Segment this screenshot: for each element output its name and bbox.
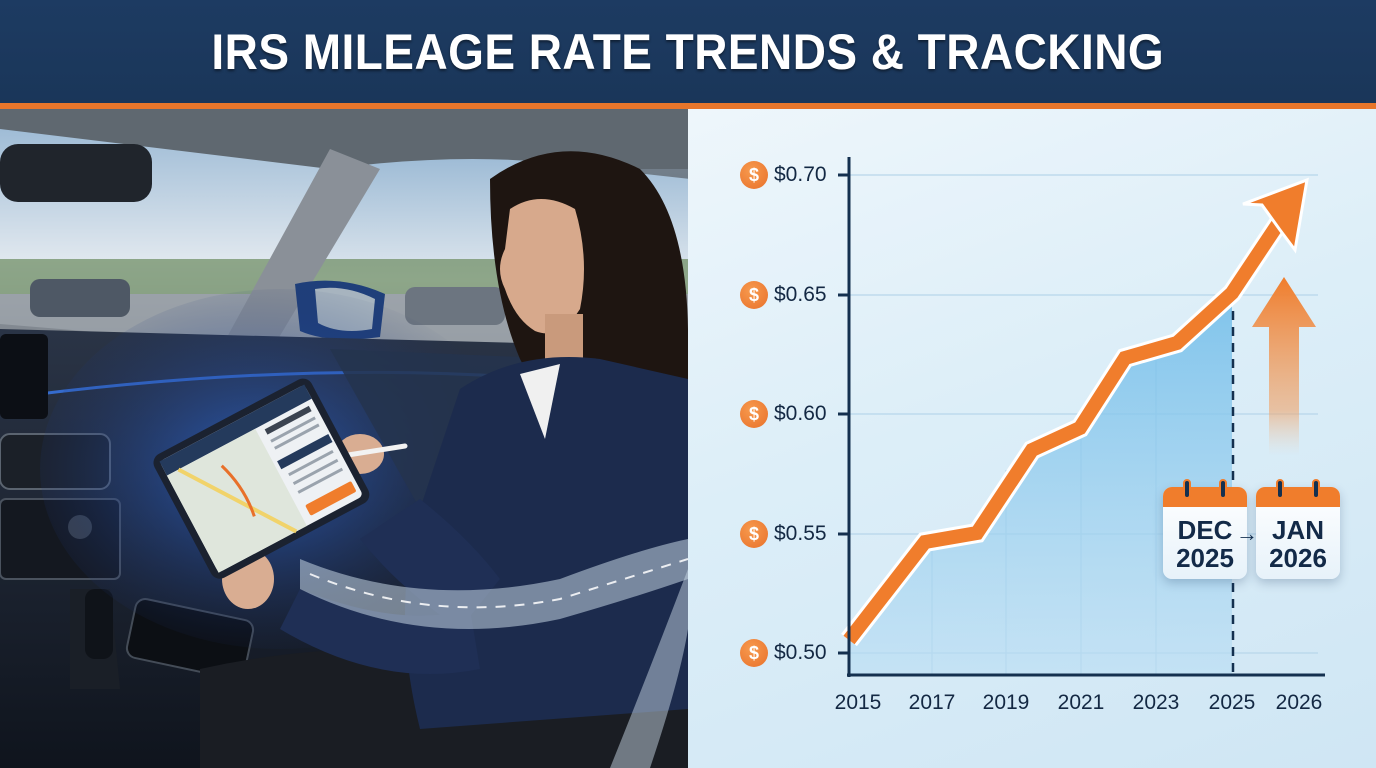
dollar-coin-icon: $ — [740, 400, 768, 428]
transition-arrow-icon: → — [1236, 521, 1258, 546]
header-banner: IRS MILEAGE RATE TRENDS & TRACKING — [0, 0, 1376, 103]
calendar-jan-2026: JAN 2026 — [1256, 479, 1340, 579]
dollar-coin-icon: $ — [740, 639, 768, 667]
page-title: IRS MILEAGE RATE TRENDS & TRACKING — [211, 23, 1165, 80]
x-label-2025: 2025 — [1208, 691, 1256, 714]
x-label-2023: 2023 — [1132, 691, 1180, 714]
calendar-header — [1163, 487, 1247, 507]
car-interior-photo — [0, 109, 688, 768]
y-label-070: $ $0.70 — [740, 161, 827, 189]
up-arrow-icon — [1252, 277, 1316, 455]
y-label-050: $ $0.50 — [740, 639, 827, 667]
y-label-055: $ $0.55 — [740, 520, 827, 548]
x-label-2021: 2021 — [1057, 691, 1105, 714]
line-chart — [838, 157, 1325, 677]
calendar-ring-icon — [1276, 479, 1284, 499]
calendar-dec-2025: DEC 2025 — [1163, 479, 1247, 579]
x-label-2015: 2015 — [834, 691, 882, 714]
trend-line — [843, 208, 1292, 645]
x-label-2017: 2017 — [908, 691, 956, 714]
tablet-device — [153, 378, 370, 579]
y-label-065: $ $0.65 — [740, 281, 827, 309]
x-label-2026: 2026 — [1275, 691, 1323, 714]
calendar-ring-icon — [1219, 479, 1227, 499]
calendar-header — [1256, 487, 1340, 507]
y-ticks — [838, 173, 849, 655]
x-label-2019: 2019 — [982, 691, 1030, 714]
car-interior-illustration — [0, 109, 688, 768]
y-label-060: $ $0.60 — [740, 400, 827, 428]
calendar-ring-icon — [1312, 479, 1320, 499]
dollar-coin-icon: $ — [740, 520, 768, 548]
calendar-ring-icon — [1183, 479, 1191, 499]
dollar-coin-icon: $ — [740, 281, 768, 309]
trend-arrowhead-icon — [1242, 177, 1309, 254]
area-fill — [849, 293, 1232, 675]
header-accent-rule — [0, 103, 1376, 109]
dollar-coin-icon: $ — [740, 161, 768, 189]
chart-panel: $ $0.70 $ $0.65 $ $0.60 $ $0.55 $ $0.50 … — [688, 109, 1376, 768]
